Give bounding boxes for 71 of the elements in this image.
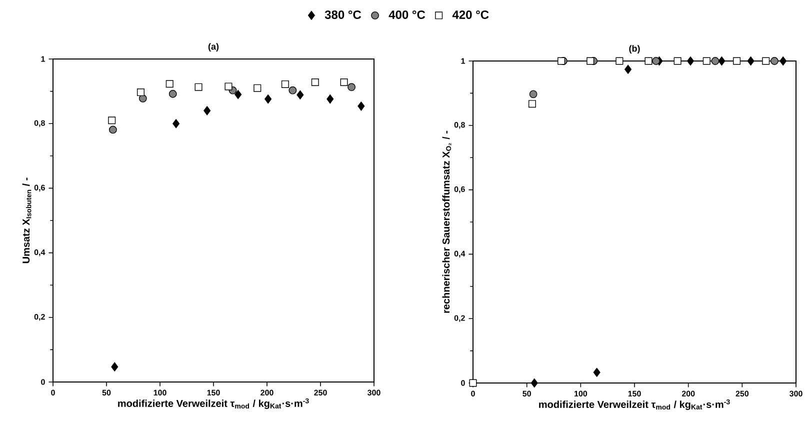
point [528, 100, 536, 108]
point [702, 57, 710, 65]
y-tick-label: 0,2 [34, 314, 45, 321]
x-tick-label: 200 [260, 390, 274, 396]
y-tick-label: 0,8 [454, 122, 465, 129]
x-tick-label: 300 [790, 390, 802, 396]
chart-title: (a) [208, 43, 219, 52]
point [616, 57, 624, 65]
point [168, 90, 177, 98]
y-tick-label: 0,6 [34, 184, 45, 192]
legend-label: 420 °C [452, 10, 489, 19]
point [747, 56, 754, 66]
legend-label: 400 °C [388, 10, 426, 19]
x-tick-label: 300 [368, 390, 380, 396]
point [288, 86, 297, 94]
point [530, 378, 538, 388]
point [204, 106, 211, 116]
x-tick-label: 0 [51, 390, 55, 396]
x-tick-label: 50 [102, 390, 111, 396]
point [711, 57, 720, 65]
point [593, 368, 600, 377]
point [674, 57, 682, 65]
point [224, 82, 232, 90]
y-axis-title: Umsatz X$_{Isobuten}$ / - [22, 178, 32, 264]
point [624, 64, 632, 74]
point [733, 57, 741, 65]
point [111, 362, 118, 372]
x-tick-label: 0 [471, 390, 475, 396]
point [770, 57, 778, 65]
point [296, 90, 304, 100]
point [469, 379, 477, 387]
point [780, 56, 787, 66]
legend-label: 380 °C [324, 10, 362, 19]
x-axis-title: modifizierte Verweilzeit τ$_{mod}$ / kg$_{Kat}$·s·m$^{-3}$ [539, 399, 730, 410]
x-tick-label: 200 [682, 390, 695, 396]
point [348, 83, 356, 92]
x-tick-label: 150 [207, 390, 220, 396]
point [172, 119, 180, 128]
point [529, 90, 538, 98]
y-tick-label: 1 [41, 56, 45, 62]
y-tick-label: 0,6 [454, 186, 465, 194]
point [586, 57, 594, 65]
point [644, 57, 652, 65]
point [166, 80, 174, 88]
point [326, 94, 334, 104]
y-tick-label: 0 [41, 379, 45, 385]
x-axis-title: modifizierte Verweilzeit τ$_{mod}$ / kg$_{Kat}$·s·m$^{-3}$ [118, 398, 309, 409]
y-tick-label: 0,2 [454, 315, 465, 322]
point [652, 57, 660, 65]
point [108, 116, 116, 124]
y-tick-label: 0,4 [454, 250, 466, 258]
chart-title: (b) [629, 45, 640, 54]
x-tick-label: 150 [628, 390, 641, 396]
y-tick-label: 1 [461, 58, 465, 64]
x-tick-label: 250 [736, 390, 749, 396]
y-axis-title: rechnerischer Sauerstoffumsatz X$_{O₂}$ / - [442, 130, 452, 313]
point [234, 90, 242, 100]
y-tick-label: 0 [461, 380, 465, 386]
point [718, 56, 726, 66]
point [686, 56, 694, 66]
point [264, 94, 272, 104]
y-tick-label: 0,4 [34, 249, 46, 256]
point [108, 126, 117, 134]
point [358, 102, 365, 111]
x-tick-label: 50 [522, 390, 531, 396]
x-tick-label: 100 [574, 390, 588, 396]
x-tick-label: 250 [314, 390, 327, 396]
y-tick-label: 0,8 [34, 120, 45, 128]
x-tick-label: 100 [154, 390, 166, 396]
point [254, 84, 262, 92]
point [762, 57, 770, 65]
